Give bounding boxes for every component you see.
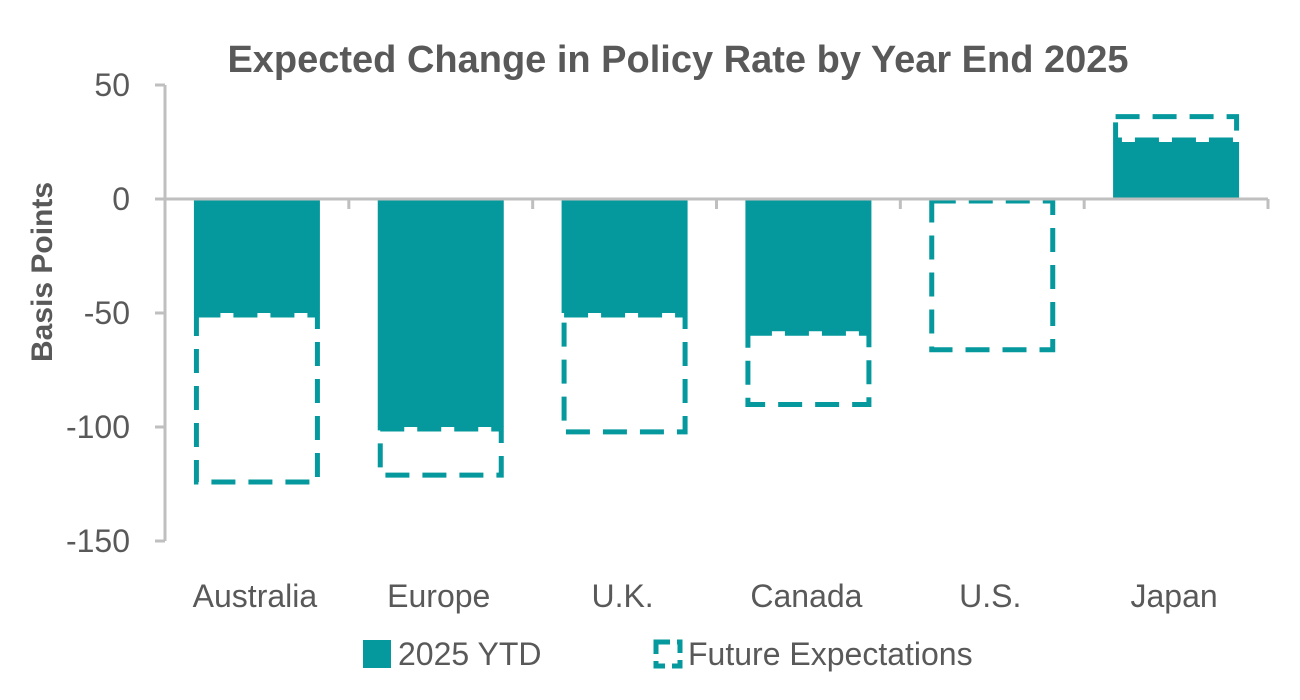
legend-label-future-expectations: Future Expectations — [688, 636, 973, 672]
y-ticks: 50 0 -50 -100 -150 — [66, 67, 130, 559]
bar-2025-ytd-uk — [561, 199, 688, 313]
axes — [155, 83, 1270, 543]
x-category-label: Australia — [193, 578, 318, 614]
legend: 2025 YTD Future Expectations — [363, 636, 973, 672]
x-category-label: U.K. — [591, 578, 653, 614]
x-category-label: Japan — [1130, 578, 1217, 614]
y-tick-label: 50 — [94, 67, 130, 103]
bar-2025-ytd-europe — [377, 199, 504, 427]
y-tick-label: -150 — [66, 523, 130, 559]
x-category-label: Canada — [750, 578, 862, 614]
legend-swatch-solid — [363, 640, 391, 668]
x-category-label: Europe — [387, 578, 490, 614]
bar-2025-ytd-australia — [193, 199, 320, 313]
bar-2025-ytd-canada — [745, 199, 872, 332]
legend-label-2025-ytd: 2025 YTD — [398, 636, 542, 672]
bar-future-expectations-australia — [193, 312, 320, 485]
category-labels: Australia Europe U.K. Canada U.S. Japan — [193, 578, 1218, 614]
bar-future-expectations-uk — [561, 312, 688, 435]
chart-title: Expected Change in Policy Rate by Year E… — [227, 39, 1128, 81]
y-tick-label: -50 — [84, 295, 130, 331]
y-tick-label: -100 — [66, 409, 130, 445]
y-tick-label: 0 — [112, 181, 130, 217]
bar-future-expectations-japan — [1113, 114, 1240, 143]
bar-future-expectations-us — [929, 198, 1056, 353]
bars — [193, 114, 1240, 485]
bar-future-expectations-canada — [745, 330, 872, 407]
legend-swatch-dashed — [653, 639, 683, 669]
bar-2025-ytd-japan — [1113, 142, 1240, 199]
bar-future-expectations-europe — [377, 426, 504, 478]
x-category-label: U.S. — [959, 578, 1021, 614]
y-axis-label: Basis Points — [26, 182, 59, 362]
